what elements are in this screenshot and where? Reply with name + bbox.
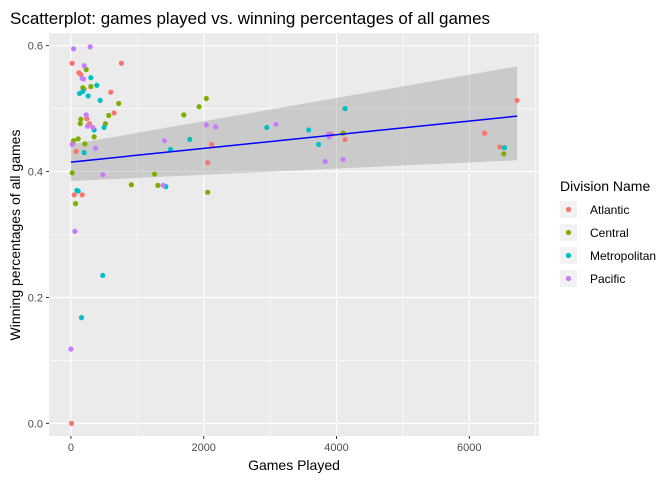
data-point xyxy=(83,112,89,118)
data-point xyxy=(187,136,193,143)
data-point xyxy=(106,112,112,119)
x-axis-title: Games Played xyxy=(248,457,340,473)
data-point xyxy=(205,189,211,195)
x-tick-label: 2000 xyxy=(191,442,215,454)
data-point xyxy=(118,60,124,66)
y-tick-label: 0.4 xyxy=(28,167,43,179)
data-point xyxy=(80,85,86,91)
data-point xyxy=(88,83,94,90)
data-point xyxy=(81,63,87,69)
data-point xyxy=(72,228,78,234)
data-points xyxy=(68,44,520,427)
data-point xyxy=(306,127,312,133)
legend-dot xyxy=(565,206,572,213)
grid-lines xyxy=(49,33,539,436)
data-point xyxy=(501,145,508,151)
data-point xyxy=(68,420,75,427)
x-tick-label: 0 xyxy=(68,442,74,454)
legend-label: Atlantic xyxy=(590,203,629,217)
legend-label: Metropolitan xyxy=(590,249,656,263)
y-tick-label: 0.0 xyxy=(28,418,43,430)
data-point xyxy=(315,141,322,148)
y-tick-label: 0.6 xyxy=(28,41,43,53)
data-point xyxy=(82,141,88,147)
data-point xyxy=(100,172,106,178)
data-point xyxy=(116,100,122,107)
data-point xyxy=(91,134,97,140)
data-point xyxy=(75,136,81,142)
legend-dot xyxy=(565,229,572,236)
data-point xyxy=(501,151,507,157)
data-point xyxy=(481,130,488,136)
data-point xyxy=(69,141,75,148)
data-point xyxy=(71,192,77,198)
data-point xyxy=(340,156,346,163)
data-point xyxy=(80,76,87,82)
data-point xyxy=(128,182,134,188)
data-point xyxy=(203,95,209,102)
data-point xyxy=(92,145,99,151)
data-point xyxy=(322,158,328,165)
chart-title: Scatterplot: games played vs. winning pe… xyxy=(10,9,490,28)
legend-dot xyxy=(565,275,572,282)
data-point xyxy=(101,124,107,131)
data-point xyxy=(80,88,86,95)
data-point xyxy=(78,116,84,122)
data-point xyxy=(161,138,168,144)
data-point xyxy=(81,150,87,156)
y-axis-title: Winning percentages of all games xyxy=(7,130,23,341)
axis-ticks: 0 2000 4000 6000 0.0 0.2 0.4 0.6 xyxy=(28,41,482,454)
data-point xyxy=(160,182,166,188)
x-tick-label: 4000 xyxy=(324,442,348,454)
data-point xyxy=(213,124,219,130)
data-point xyxy=(497,144,503,150)
data-point xyxy=(108,89,114,95)
trend-line xyxy=(70,115,518,163)
data-point xyxy=(85,93,91,99)
legend: Division Name Atlantic Central Metropolita… xyxy=(560,178,656,287)
data-point xyxy=(75,188,81,194)
data-point xyxy=(73,148,79,154)
data-point xyxy=(203,122,209,128)
data-point xyxy=(342,136,348,143)
legend-label: Central xyxy=(590,226,629,240)
data-point xyxy=(155,182,161,188)
data-point xyxy=(273,121,279,127)
data-point xyxy=(514,97,520,103)
data-point xyxy=(88,75,94,81)
data-point xyxy=(100,272,106,279)
data-point xyxy=(167,146,174,153)
legend-title: Division Name xyxy=(560,178,650,194)
data-point xyxy=(94,82,100,88)
confidence-band xyxy=(70,66,518,181)
data-point xyxy=(77,121,83,127)
data-point xyxy=(87,44,93,50)
data-point xyxy=(97,97,103,103)
data-point xyxy=(209,141,215,148)
data-point xyxy=(79,192,85,198)
x-tick-label: 6000 xyxy=(457,442,481,454)
data-point xyxy=(90,124,96,131)
data-point xyxy=(205,160,211,166)
data-point xyxy=(196,104,202,110)
data-point xyxy=(69,170,75,176)
data-point xyxy=(69,60,75,66)
legend-dot xyxy=(565,252,572,259)
data-point xyxy=(84,123,91,129)
data-point xyxy=(181,112,187,118)
data-point xyxy=(72,201,79,207)
data-point xyxy=(111,110,117,116)
data-point xyxy=(68,346,74,352)
data-point xyxy=(70,46,77,52)
data-point xyxy=(151,171,158,177)
y-tick-label: 0.2 xyxy=(28,292,43,304)
legend-label: Pacific xyxy=(590,272,625,286)
data-point xyxy=(342,105,348,112)
data-point xyxy=(264,124,270,131)
data-point xyxy=(78,315,85,321)
